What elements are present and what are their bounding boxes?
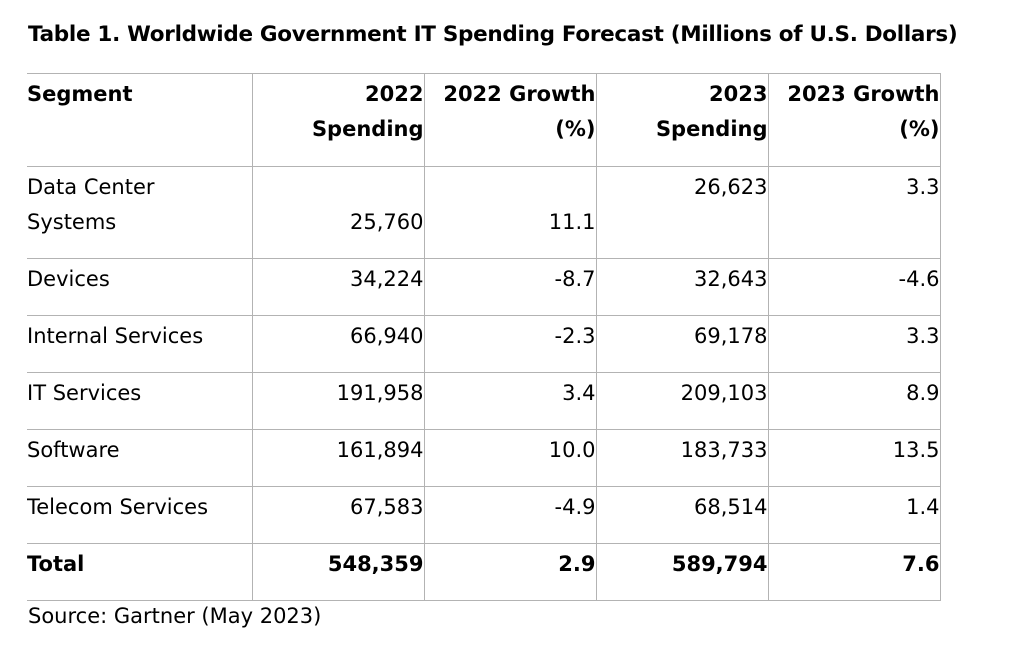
- spend-2022-cell: 34,224: [251, 258, 425, 316]
- segment-cell: Internal Services: [27, 315, 253, 373]
- growth-2023-cell: 8.9: [767, 372, 941, 430]
- table-total-row: Total 548,359 2.9 589,794 7.6: [27, 543, 941, 601]
- growth-2022-cell: -4.9: [423, 486, 597, 544]
- spend-2022-cell: 548,359: [251, 543, 425, 601]
- header-2022-growth: 2022 Growth (%): [423, 73, 597, 167]
- source-note: Source: Gartner (May 2023): [28, 604, 322, 628]
- growth-2022-cell: -8.7: [423, 258, 597, 316]
- header-2023-growth: 2023 Growth (%): [767, 73, 941, 167]
- growth-2022-cell: -2.3: [423, 315, 597, 373]
- table-row: Telecom Services 67,583 -4.9 68,514 1.4: [27, 486, 941, 544]
- header-segment: Segment: [27, 73, 253, 167]
- header-2022-spending: 2022 Spending: [251, 73, 425, 167]
- table-row: Internal Services 66,940 -2.3 69,178 3.3: [27, 315, 941, 373]
- growth-2023-cell: 7.6: [767, 543, 941, 601]
- segment-cell: Devices: [27, 258, 253, 316]
- spend-2023-cell: 209,103: [595, 372, 769, 430]
- table-row: IT Services 191,958 3.4 209,103 8.9: [27, 372, 941, 430]
- spend-2023-cell: 32,643: [595, 258, 769, 316]
- growth-2022-cell: 2.9: [423, 543, 597, 601]
- spend-2023-cell: 68,514: [595, 486, 769, 544]
- spend-2023-cell: 183,733: [595, 429, 769, 487]
- growth-2022-cell: 3.4: [423, 372, 597, 430]
- spend-2022-cell: 191,958: [251, 372, 425, 430]
- spend-2022-cell: 67,583: [251, 486, 425, 544]
- table-row: Data Center Systems 25,760 11.1 26,623 3.…: [27, 166, 941, 259]
- growth-2023-cell: 3.3: [767, 315, 941, 373]
- spend-2022-cell: 161,894: [251, 429, 425, 487]
- spend-2023-cell: 589,794: [595, 543, 769, 601]
- segment-cell: Telecom Services: [27, 486, 253, 544]
- spend-2023-cell: 69,178: [595, 315, 769, 373]
- growth-2023-cell: 13.5: [767, 429, 941, 487]
- growth-2022-cell: 10.0: [423, 429, 597, 487]
- growth-2022-cell: 11.1: [423, 166, 597, 259]
- segment-cell: IT Services: [27, 372, 253, 430]
- table-row: Software 161,894 10.0 183,733 13.5: [27, 429, 941, 487]
- segment-cell: Software: [27, 429, 253, 487]
- spend-2022-cell: 66,940: [251, 315, 425, 373]
- table-row: Devices 34,224 -8.7 32,643 -4.6: [27, 258, 941, 316]
- spending-table: Segment 2022 Spending 2022 Growth (%) 2023…: [27, 73, 941, 601]
- spend-2023-cell: 26,623: [595, 166, 769, 259]
- segment-cell: Data Center Systems: [27, 166, 253, 259]
- table-header-row: Segment 2022 Spending 2022 Growth (%) 2023…: [27, 73, 941, 167]
- growth-2023-cell: 3.3: [767, 166, 941, 259]
- growth-2023-cell: -4.6: [767, 258, 941, 316]
- header-2023-spending: 2023 Spending: [595, 73, 769, 167]
- segment-cell: Total: [27, 543, 253, 601]
- spend-2022-cell: 25,760: [251, 166, 425, 259]
- table-title: Table 1. Worldwide Government IT Spendin…: [28, 22, 958, 47]
- growth-2023-cell: 1.4: [767, 486, 941, 544]
